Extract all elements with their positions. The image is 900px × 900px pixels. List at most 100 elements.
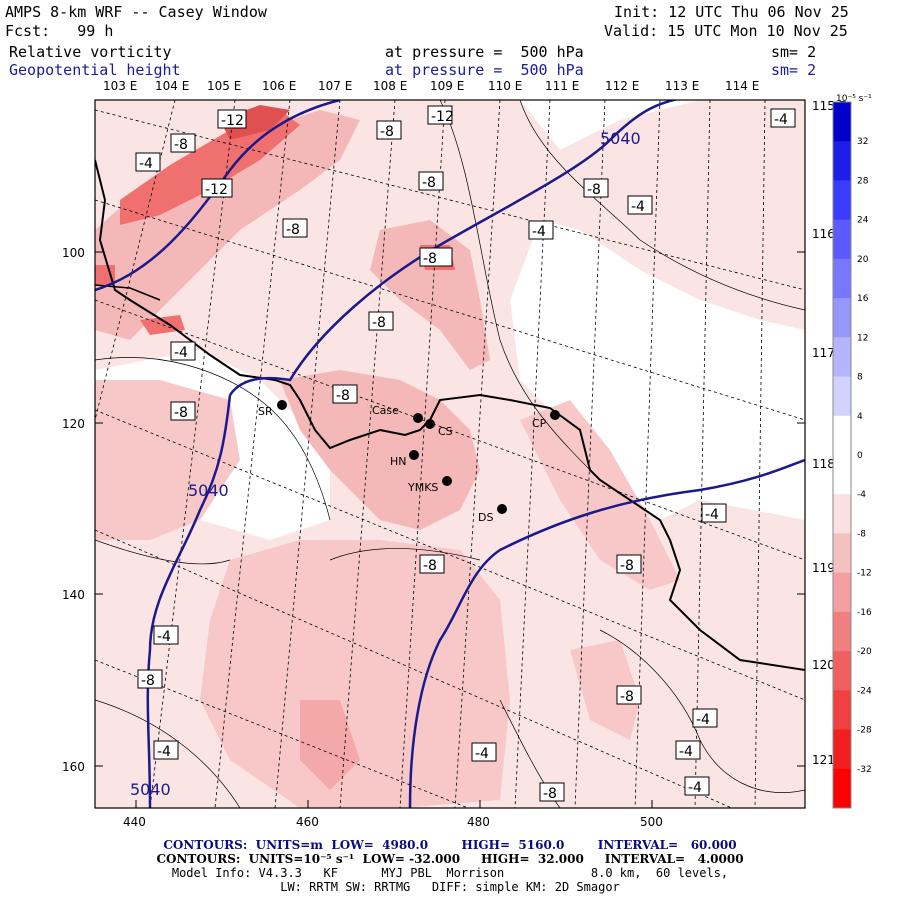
colorbar-tick-label: -28 bbox=[857, 726, 872, 736]
svg-text:-8: -8 bbox=[174, 137, 188, 153]
colorbar-swatch bbox=[833, 298, 851, 338]
station-label: CS bbox=[438, 425, 453, 438]
svg-text:-8: -8 bbox=[286, 222, 300, 238]
vorticity-label: -8 bbox=[616, 685, 642, 705]
colorbar-swatch bbox=[833, 690, 851, 731]
colorbar-swatch bbox=[833, 494, 851, 534]
vorticity-label: -8 bbox=[583, 178, 609, 198]
svg-text:-4: -4 bbox=[696, 712, 710, 728]
lon-label: 109 E bbox=[430, 79, 464, 93]
colorbar-swatch bbox=[833, 533, 851, 574]
lon-label: 114 E bbox=[725, 79, 759, 93]
vorticity-label: -4 bbox=[153, 625, 179, 645]
colorbar-tick-label: -12 bbox=[857, 569, 872, 579]
vorticity-label: -4 bbox=[471, 742, 497, 762]
lon-label: 107 E bbox=[318, 79, 352, 93]
svg-text:-4: -4 bbox=[139, 156, 153, 172]
svg-text:-8: -8 bbox=[543, 786, 557, 802]
x-tick-label: 500 bbox=[640, 815, 663, 829]
height-contour-south bbox=[408, 458, 805, 808]
init-time: Init: 12 UTC Thu 06 Nov 25 bbox=[614, 3, 849, 21]
station-marker bbox=[413, 413, 423, 423]
colorbar-tick-label: 20 bbox=[857, 255, 869, 265]
station-label: SR bbox=[258, 405, 273, 418]
colorbar-swatch bbox=[833, 219, 851, 260]
field2-smooth: sm= 2 bbox=[771, 61, 817, 79]
svg-text:-8: -8 bbox=[587, 182, 601, 198]
lon-label: 111 E bbox=[545, 79, 579, 93]
vorticity-label: -8 bbox=[282, 218, 308, 238]
station-marker bbox=[425, 419, 435, 429]
vorticity-label: -12 bbox=[217, 109, 247, 129]
vorticity-label: -4 bbox=[701, 503, 727, 523]
svg-text:-4: -4 bbox=[174, 345, 188, 361]
colorbar-tick-label: -32 bbox=[857, 765, 872, 775]
lon-label: 112 E bbox=[605, 79, 639, 93]
svg-text:-4: -4 bbox=[475, 746, 489, 762]
vorticity-label: -8 bbox=[170, 133, 196, 153]
svg-text:-8: -8 bbox=[174, 405, 188, 421]
svg-text:-8: -8 bbox=[423, 251, 437, 267]
svg-text:-8: -8 bbox=[141, 673, 155, 689]
colorbar-swatch bbox=[833, 258, 851, 299]
colorbar-swatch bbox=[833, 651, 851, 691]
height-label: 5040 bbox=[188, 481, 229, 500]
station-marker bbox=[497, 504, 507, 514]
vorticity-label: -8 bbox=[368, 311, 394, 331]
x-tick-label: 460 bbox=[296, 815, 319, 829]
vorticity-label: -8 bbox=[418, 171, 444, 191]
x-tick-label: 480 bbox=[467, 815, 490, 829]
svg-text:-4: -4 bbox=[688, 780, 702, 796]
colorbar-tick-label: 4 bbox=[857, 412, 863, 422]
svg-text:-8: -8 bbox=[620, 558, 634, 574]
station-label: Case bbox=[372, 404, 399, 417]
station-marker bbox=[442, 476, 452, 486]
colorbar-tick-label: -16 bbox=[857, 608, 872, 618]
vorticity-label: -4 bbox=[627, 195, 653, 215]
vorticity-label: -8 bbox=[170, 401, 196, 421]
station-marker bbox=[550, 410, 560, 420]
forecast-hour: Fcst: 99 h bbox=[5, 22, 114, 40]
vorticity-label: -4 bbox=[153, 740, 179, 760]
vorticity-label: -12 bbox=[201, 178, 233, 198]
vorticity-label: -4 bbox=[135, 152, 161, 172]
station-label: DS bbox=[478, 511, 493, 524]
vorticity-label: -4 bbox=[170, 341, 196, 361]
y-tick-label: 120 bbox=[62, 417, 85, 431]
y-tick-label: 100 bbox=[62, 246, 85, 260]
colorbar-tick-label: 28 bbox=[857, 176, 869, 186]
height-label-group: 5040 5040 5040 bbox=[130, 129, 641, 799]
lon-label: 103 E bbox=[103, 79, 137, 93]
y-tick-label: 160 bbox=[62, 760, 85, 774]
svg-text:-8: -8 bbox=[372, 315, 386, 331]
valid-time: Valid: 15 UTC Mon 10 Nov 25 bbox=[604, 22, 848, 40]
vorticity-label: -8 bbox=[539, 782, 565, 802]
svg-text:-4: -4 bbox=[679, 744, 693, 760]
footer-height-contours: CONTOURS: UNITS=m LOW= 4980.0 HIGH= 5160… bbox=[163, 838, 737, 852]
footer-model-info: Model Info: V4.3.3 KF MYJ PBL Morrison 8… bbox=[171, 866, 729, 880]
svg-text:-8: -8 bbox=[422, 175, 436, 191]
colorbar-tick-label: 0 bbox=[857, 451, 863, 461]
coastline bbox=[95, 159, 805, 671]
field2-name: Geopotential height bbox=[9, 61, 181, 79]
vorticity-label-group: -12 -8 -4 -12 -8 -8 -12 -8 -8 -4 -8 -4 -… bbox=[135, 105, 796, 802]
station-marker bbox=[277, 400, 287, 410]
lon-label: 108 E bbox=[373, 79, 407, 93]
svg-text:-8: -8 bbox=[380, 124, 394, 140]
colorbar-swatch bbox=[833, 768, 851, 809]
lon-label: 105 E bbox=[207, 79, 241, 93]
colorbar-outline bbox=[832, 101, 852, 809]
vorticity-label: -8 bbox=[332, 384, 358, 404]
height-contour-west bbox=[146, 394, 232, 808]
field1-name: Relative vorticity bbox=[9, 43, 172, 61]
vorticity-label: -8 bbox=[376, 120, 402, 140]
svg-text:-4: -4 bbox=[157, 629, 171, 645]
svg-text:-12: -12 bbox=[221, 113, 244, 129]
colorbar-tick-label: 24 bbox=[857, 216, 869, 226]
vorticity-label: -8 bbox=[419, 554, 445, 574]
vorticity-label: -8 bbox=[616, 554, 642, 574]
colorbar-tick-label: 8 bbox=[857, 373, 863, 383]
vorticity-label: -12 bbox=[427, 105, 454, 125]
vorticity-label: -4 bbox=[692, 708, 718, 728]
svg-text:-4: -4 bbox=[705, 507, 719, 523]
